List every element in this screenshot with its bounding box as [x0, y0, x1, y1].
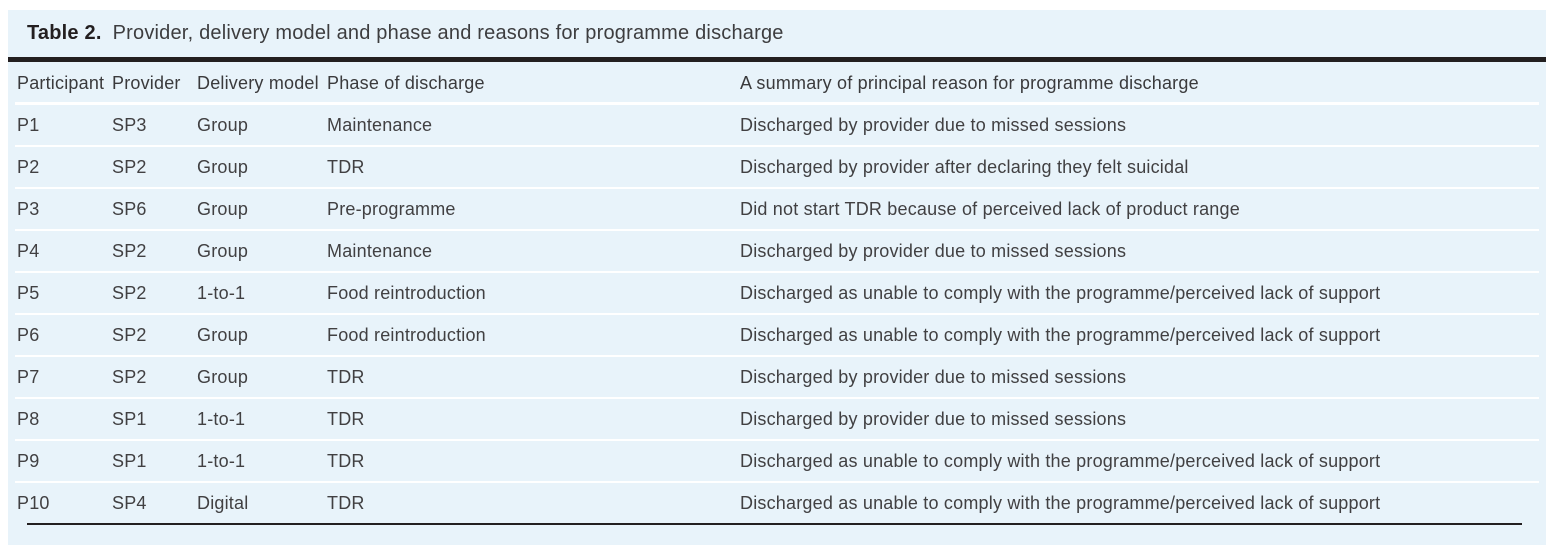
table-row: P9 SP1 1-to-1 TDR Discharged as unable t… [15, 440, 1539, 483]
table-row: P6 SP2 Group Food reintroduction Dischar… [15, 314, 1539, 357]
cell-phase: TDR [325, 356, 738, 399]
cell-delivery-model: Group [195, 230, 325, 273]
table-row: P3 SP6 Group Pre-programme Did not start… [15, 188, 1539, 231]
cell-participant: P7 [15, 356, 110, 399]
column-header-provider: Provider [110, 62, 195, 105]
cell-delivery-model: Digital [197, 492, 249, 513]
cell-provider: SP1 [110, 398, 195, 441]
table-row: P5 SP2 1-to-1 Food reintroduction Discha… [15, 272, 1539, 315]
table-title-text: Provider, delivery model and phase and r… [112, 22, 784, 44]
cell-provider: SP2 [110, 314, 195, 357]
table-row: P2 SP2 Group TDR Discharged by provider … [15, 146, 1539, 189]
cell-participant: P2 [15, 146, 110, 189]
discharge-table: Participant Provider Delivery model Phas… [15, 62, 1539, 523]
cell-reason: Discharged by provider due to missed ses… [738, 103, 1539, 147]
column-header-delivery-model: Delivery model [195, 62, 325, 105]
header-row: Participant Provider Delivery model Phas… [15, 62, 1539, 105]
column-header-participant: Participant [15, 62, 110, 105]
column-header-discharge-reason: A summary of principal reason for progra… [738, 62, 1539, 105]
cell-delivery-model: Group [195, 188, 325, 231]
cell-provider: SP4 [112, 492, 147, 513]
table-number-label: Table 2. [27, 22, 102, 44]
table-row: P7 SP2 Group TDR Discharged by provider … [15, 356, 1539, 399]
cell-reason: Discharged as unable to comply with the … [740, 492, 1381, 513]
table-row: P8 SP1 1-to-1 TDR Discharged by provider… [15, 398, 1539, 441]
cell-phase: TDR [325, 398, 738, 441]
cell-delivery-model: Group [195, 103, 325, 147]
cell-provider: SP1 [110, 440, 195, 483]
cell-phase: TDR [325, 146, 738, 189]
column-header-phase-of-discharge: Phase of discharge [325, 62, 738, 105]
cell-reason: Discharged by provider due to missed ses… [738, 356, 1539, 399]
cell-delivery-model: Group [195, 314, 325, 357]
cell-reason: Discharged by provider after declaring t… [738, 146, 1539, 189]
cell-provider: SP2 [110, 272, 195, 315]
cell-participant: P10 [17, 492, 50, 513]
cell-provider: SP2 [110, 356, 195, 399]
cell-phase: Pre-programme [325, 188, 738, 231]
cell-delivery-model: Group [195, 146, 325, 189]
table-row: P1 SP3 Group Maintenance Discharged by p… [15, 103, 1539, 147]
cell-provider: SP6 [110, 188, 195, 231]
cell-reason: Discharged as unable to comply with the … [738, 314, 1539, 357]
cell-reason: Did not start TDR because of perceived l… [738, 188, 1539, 231]
cell-delivery-model: 1-to-1 [195, 398, 325, 441]
cell-delivery-model: 1-to-1 [195, 440, 325, 483]
cell-reason: Discharged as unable to comply with the … [738, 440, 1539, 483]
cell-participant: P3 [15, 188, 110, 231]
cell-delivery-model: 1-to-1 [195, 272, 325, 315]
table-caption: Table 2. Provider, delivery model and ph… [8, 10, 1546, 57]
cell-participant: P1 [15, 103, 110, 147]
cell-phase: Maintenance [325, 103, 738, 147]
cell-reason: Discharged as unable to comply with the … [738, 272, 1539, 315]
table-row: P10 SP4 Digital TDR Discharged as unable… [15, 482, 1539, 523]
caption-divider-rule [8, 57, 1546, 62]
table-row: P4 SP2 Group Maintenance Discharged by p… [15, 230, 1539, 273]
cell-provider: SP2 [110, 230, 195, 273]
cell-reason: Discharged by provider due to missed ses… [738, 398, 1539, 441]
cell-participant: P9 [15, 440, 110, 483]
cell-participant: P8 [15, 398, 110, 441]
table-panel: Table 2. Provider, delivery model and ph… [8, 10, 1546, 545]
cell-participant: P6 [15, 314, 110, 357]
cell-reason: Discharged by provider due to missed ses… [738, 230, 1539, 273]
cell-phase: Food reintroduction [325, 272, 738, 315]
cell-phase: Maintenance [325, 230, 738, 273]
cell-phase: TDR [325, 440, 738, 483]
cell-participant: P5 [15, 272, 110, 315]
cell-delivery-model: Group [195, 356, 325, 399]
cell-participant: P4 [15, 230, 110, 273]
cell-phase: Food reintroduction [325, 314, 738, 357]
cell-provider: SP2 [110, 146, 195, 189]
table-bottom-rule [27, 523, 1522, 525]
cell-phase: TDR [327, 492, 365, 513]
cell-provider: SP3 [110, 103, 195, 147]
